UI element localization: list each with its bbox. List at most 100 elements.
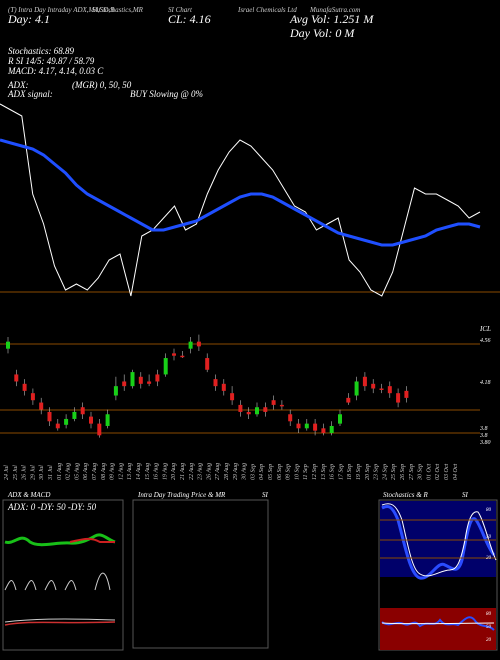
candle-body xyxy=(304,423,309,429)
candle-body xyxy=(138,376,143,384)
rsi-level-label-80: 80 xyxy=(486,612,491,617)
candle-body xyxy=(113,386,118,396)
candle-body xyxy=(155,374,160,382)
date-tick-label: 06 Sep xyxy=(277,464,283,480)
rsi-level-label-50: 50 xyxy=(486,625,491,630)
candle-body xyxy=(221,383,226,391)
date-tick-label: 04 Sep xyxy=(258,464,265,480)
ticker-label: ICL xyxy=(480,325,491,333)
date-tick-label: 01 Aug xyxy=(57,463,63,480)
intraday-title-b: SI xyxy=(262,491,268,499)
avg-volume: Avg Vol: 1.251 M xyxy=(290,12,374,26)
candle-body xyxy=(163,358,168,375)
date-tick-label: 09 Sep xyxy=(286,464,292,480)
date-tick-label: 20 Aug xyxy=(171,463,177,480)
date-tick-label: 15 Aug xyxy=(145,463,151,480)
candle-body xyxy=(263,407,268,412)
date-tick-label: 13 Sep xyxy=(321,464,327,480)
candle-body xyxy=(205,358,210,370)
candle-body xyxy=(238,404,243,412)
stochastics-readout: Stochastics: 68.89 xyxy=(8,46,74,56)
candle-body xyxy=(329,425,334,433)
date-tick-label: 03 Oct xyxy=(444,464,450,480)
date-tick-label: 23 Sep xyxy=(374,464,380,480)
adx-readout: ADX: xyxy=(8,80,29,90)
stoch-level-label-80: 80 xyxy=(486,508,491,513)
stoch-level-label-20: 20 xyxy=(486,556,491,561)
candle-body xyxy=(14,374,19,382)
date-tick-label: 29 Aug xyxy=(233,463,239,480)
candle-body xyxy=(22,383,27,391)
candle-body xyxy=(130,372,135,387)
date-tick-label: 24 Sep xyxy=(381,464,388,480)
adx-minus-line xyxy=(69,537,115,543)
price-level-2: 4.18 xyxy=(480,380,491,386)
date-tick-label: 12 Aug xyxy=(118,463,124,480)
candle-body xyxy=(55,423,60,429)
date-tick-label: 08 Aug xyxy=(101,463,107,480)
adx-macd-title: ADX & MACD xyxy=(8,491,51,499)
date-tick-label: 25 Jul xyxy=(13,465,19,480)
candle-body xyxy=(313,423,318,431)
candle-body xyxy=(338,414,342,424)
date-tick-label: 17 Sep xyxy=(338,464,344,480)
candle-body xyxy=(80,407,85,415)
candle-body xyxy=(30,393,35,401)
stoch-title: Stochastics & R xyxy=(383,491,428,499)
macd-readout: MACD: 4.17, 4.14, 0.03 C xyxy=(8,66,104,76)
date-tick-label: 26 Sep xyxy=(400,464,406,480)
date-tick-label: 07 Aug xyxy=(92,463,98,480)
candle-body xyxy=(105,414,110,426)
candle-body xyxy=(255,407,259,415)
date-labels-group: 24 Jul 25 Jul 26 Jul 29 Jul 30 Jul 31 Jul 01 A… xyxy=(3,463,459,481)
header-text-b: Day Intraday ADX,MACD,B xyxy=(34,6,115,14)
date-tick-label: 14 Aug xyxy=(135,463,142,480)
header-text-e: Israel Chemicals Ltd xyxy=(238,6,297,14)
buy-signal: BUY Slowing @ 0% xyxy=(130,89,204,99)
header-line1: (T) Intra Day Intraday ADX,MACD,B xyxy=(8,6,114,14)
price-level-1: 4.56 xyxy=(480,338,491,344)
date-tick-label: 03 Sep xyxy=(250,464,256,480)
header-text-a: (T) Intra xyxy=(8,6,33,14)
candle-body xyxy=(213,379,218,387)
date-tick-label: 05 Sep xyxy=(268,464,274,480)
date-tick-label: 12 Sep xyxy=(312,464,318,480)
macd-hist-line xyxy=(4,618,116,623)
candle-body xyxy=(346,397,351,403)
date-tick-label: 27 Sep xyxy=(409,464,415,480)
date-tick-label: 02 Aug xyxy=(66,463,72,480)
candle-body xyxy=(230,393,235,401)
candle-body xyxy=(122,381,127,387)
date-tick-label: 10 Sep xyxy=(294,464,300,480)
candle-body xyxy=(288,414,293,422)
candle-body xyxy=(180,355,185,358)
close-price-line xyxy=(0,103,481,297)
date-tick-label: 04 Oct xyxy=(452,464,459,480)
date-tick-label: 19 Aug xyxy=(162,463,168,480)
date-tick-label: 16 Sep xyxy=(330,464,336,480)
rsi-level-label-20: 20 xyxy=(486,638,491,643)
intraday-title: Intra Day Trading Price & MR xyxy=(138,491,226,499)
candle-body xyxy=(39,402,44,410)
candle-body xyxy=(371,383,376,389)
candles-group xyxy=(6,334,409,438)
date-tick-label: 27 Aug xyxy=(215,463,221,480)
date-tick-label: 31 Jul xyxy=(48,465,54,481)
candle-body xyxy=(64,418,69,425)
stoch-level-label-50: 50 xyxy=(486,535,491,540)
stoch-title-b: SI xyxy=(462,491,468,499)
adx-line xyxy=(4,533,116,547)
date-tick-label: 30 Sep xyxy=(418,464,424,481)
candle-body xyxy=(97,423,102,436)
date-tick-label: 26 Jul xyxy=(22,465,28,480)
date-tick-label: 22 Aug xyxy=(189,463,195,480)
date-tick-label: 06 Aug xyxy=(83,463,89,480)
candle-body xyxy=(404,390,409,398)
candle-body xyxy=(147,381,152,384)
adx-panel-readout: ADX: 0 -DY: 50 -DY: 50 xyxy=(8,502,97,512)
rsi-signal-line xyxy=(381,622,495,625)
date-tick-label: 19 Sep xyxy=(356,464,362,480)
price-level-5: 3.80 xyxy=(480,440,491,446)
candle-body xyxy=(89,416,93,424)
